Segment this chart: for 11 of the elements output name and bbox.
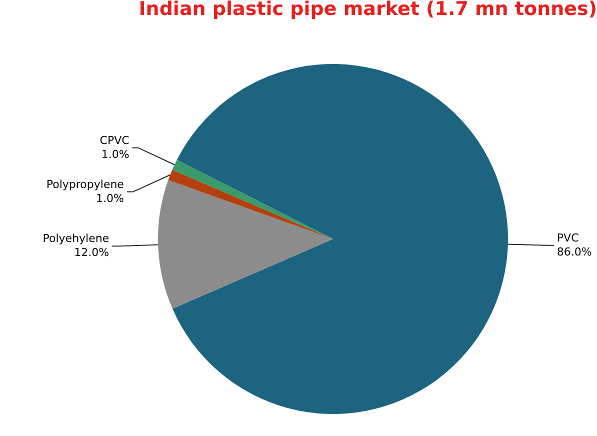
data-label: 1.0% (101, 148, 130, 161)
pie-slice (158, 180, 333, 309)
data-label: 86.0% (556, 245, 592, 258)
slice-label: PVC (556, 231, 580, 244)
pie-slice (172, 64, 508, 414)
slice-label: Polypropylene (46, 178, 124, 191)
slice-label: CPVC (100, 134, 130, 147)
slice-label: Polyehylene (42, 232, 110, 246)
data-label: 12.0% (74, 246, 110, 260)
data-label: 1.0% (96, 192, 124, 205)
chart-title: Indian plastic pipe market (1.7 mn tonnes) (138, 0, 597, 20)
